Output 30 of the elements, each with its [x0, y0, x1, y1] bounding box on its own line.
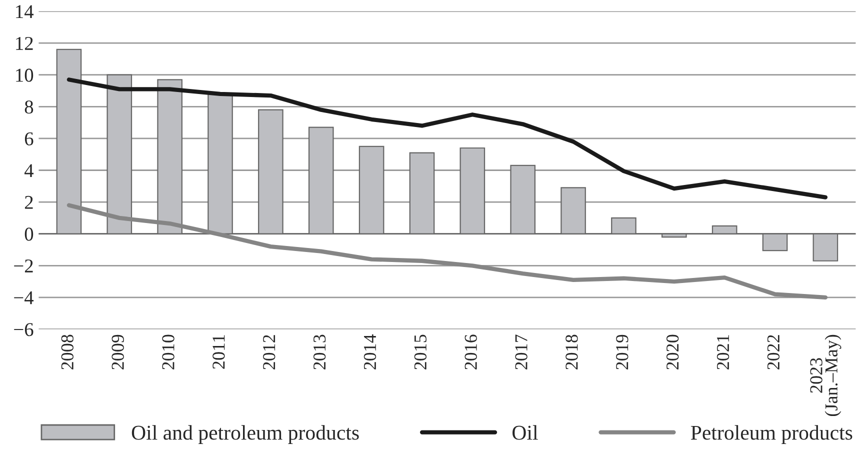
x-tick-label: 2013: [313, 334, 326, 370]
x-tick-label: 2015: [414, 334, 427, 370]
y-tick-label: 12: [16, 36, 33, 50]
y-tick-label: 6: [24, 132, 34, 146]
x-tick-label: 2018: [566, 334, 578, 370]
x-tick-label: 2014: [364, 334, 376, 370]
y-tick-label: −2: [14, 260, 33, 272]
y-tick-label: 0: [24, 228, 34, 241]
x-tick-label: 2020: [666, 334, 679, 370]
x-tick-label: 2009: [112, 334, 124, 370]
x-tick-label: 2019: [616, 334, 628, 370]
x-tick-label: 2011: [212, 335, 225, 369]
y-tick-label: 14: [16, 5, 34, 18]
x-tick-label: 2012: [263, 335, 276, 370]
y-tick-label: −6: [14, 323, 34, 336]
x-tick-label: 2017: [515, 334, 528, 370]
legend-label: Oil: [512, 425, 538, 440]
x-tick-label: 2022: [767, 335, 780, 370]
y-tick-label: 4: [24, 164, 34, 177]
x-tick-label: 2021: [716, 335, 730, 370]
y-tick-label: 10: [16, 68, 34, 82]
legend-label: Oil and petroleum products: [132, 425, 359, 444]
y-tick-label: 8: [24, 100, 34, 114]
y-tick-label: −4: [14, 291, 34, 304]
x-tick-label: 2010: [162, 334, 174, 370]
y-tick-label: 2: [24, 196, 33, 209]
x-tick-label: 2023 (Jan.–May): [810, 334, 842, 416]
x-tick-label: 2008: [61, 334, 74, 370]
legend-label: Petroleum products: [690, 425, 852, 444]
x-tick-label: 2016: [464, 334, 477, 370]
